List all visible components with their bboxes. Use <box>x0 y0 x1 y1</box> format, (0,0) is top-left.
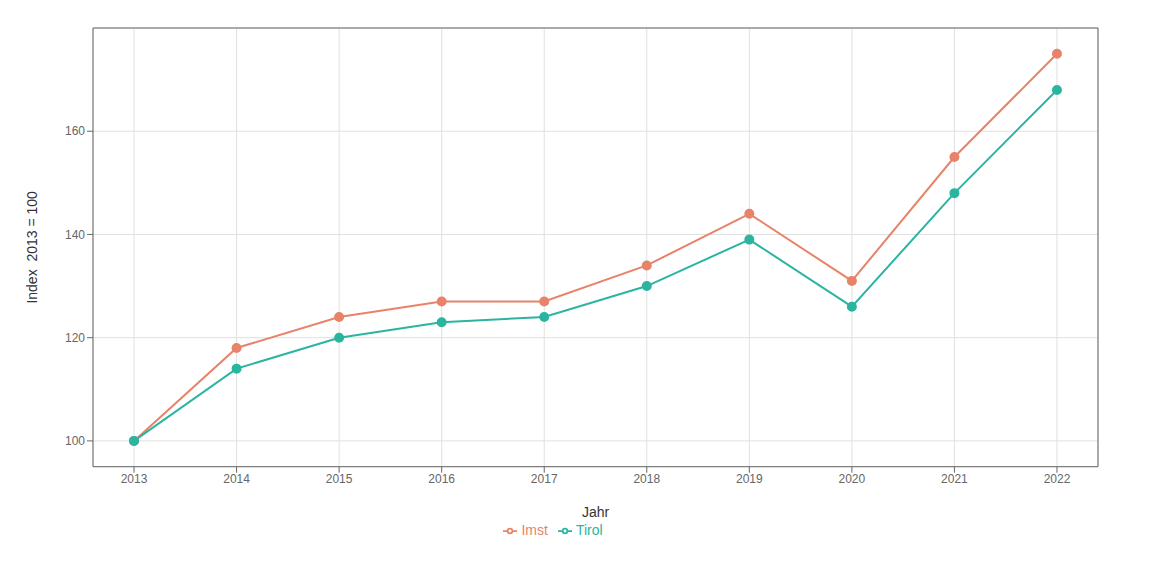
svg-text:120: 120 <box>65 331 85 345</box>
svg-text:2018: 2018 <box>633 472 660 486</box>
svg-text:2014: 2014 <box>223 472 250 486</box>
svg-text:2017: 2017 <box>531 472 558 486</box>
svg-text:160: 160 <box>65 124 85 138</box>
html-text:Tirol: Tirol <box>575 521 603 538</box>
svg-text:2013: 2013 <box>121 472 148 486</box>
svg-text:2021: 2021 <box>941 472 968 486</box>
svg-text:2015: 2015 <box>326 472 353 486</box>
svg-text:Jahr: Jahr <box>582 504 610 520</box>
svg-text:140: 140 <box>65 228 85 242</box>
svg-text:2022: 2022 <box>1044 472 1071 486</box>
html-text:Imst: Imst <box>521 521 548 538</box>
svg-text:100: 100 <box>65 434 85 448</box>
svg-text:Index 2013 = 100: Index 2013 = 100 <box>24 191 40 304</box>
svg-text:2020: 2020 <box>839 472 866 486</box>
svg-text:2016: 2016 <box>428 472 455 486</box>
svg-text:2019: 2019 <box>736 472 763 486</box>
